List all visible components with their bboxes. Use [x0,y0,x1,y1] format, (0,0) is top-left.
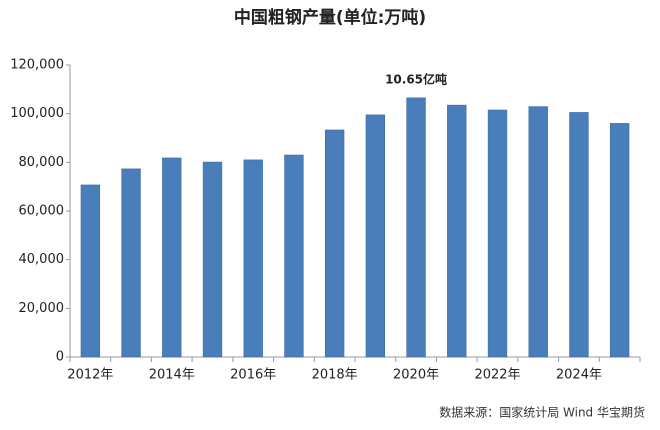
y-tick-label: 40,000 [19,252,65,267]
source-note: 数据来源：国家统计局 Wind 华宝期货 [439,405,645,420]
bar [162,157,182,358]
bar [324,129,345,358]
x-tick-label: 2018年 [312,368,358,383]
x-tick-label: 2020年 [393,368,439,383]
bar [406,97,426,358]
y-tick-label: 120,000 [10,58,64,73]
y-tick-label: 0 [56,350,64,365]
chart-title: 中国粗钢产量(单位:万吨) [234,7,426,28]
bar [284,154,304,358]
bar [243,159,263,358]
bar [609,123,630,358]
y-tick-label: 100,000 [10,106,64,121]
bar [365,114,386,358]
bar [569,112,589,358]
y-tick-label: 60,000 [19,204,65,219]
x-tick-label: 2012年 [67,368,113,383]
bar [528,106,548,358]
bar [202,161,223,358]
y-tick-label: 80,000 [19,155,65,170]
bar [80,184,101,358]
bar [487,109,508,358]
annotation: 10.65亿吨 [385,71,447,86]
x-tick-label: 2024年 [556,368,602,383]
bar [447,104,467,358]
y-tick-label: 20,000 [19,301,65,316]
x-tick-label: 2016年 [230,368,276,383]
x-tick-label: 2014年 [149,368,195,383]
x-tick-label: 2022年 [474,368,520,383]
bar [121,168,141,358]
